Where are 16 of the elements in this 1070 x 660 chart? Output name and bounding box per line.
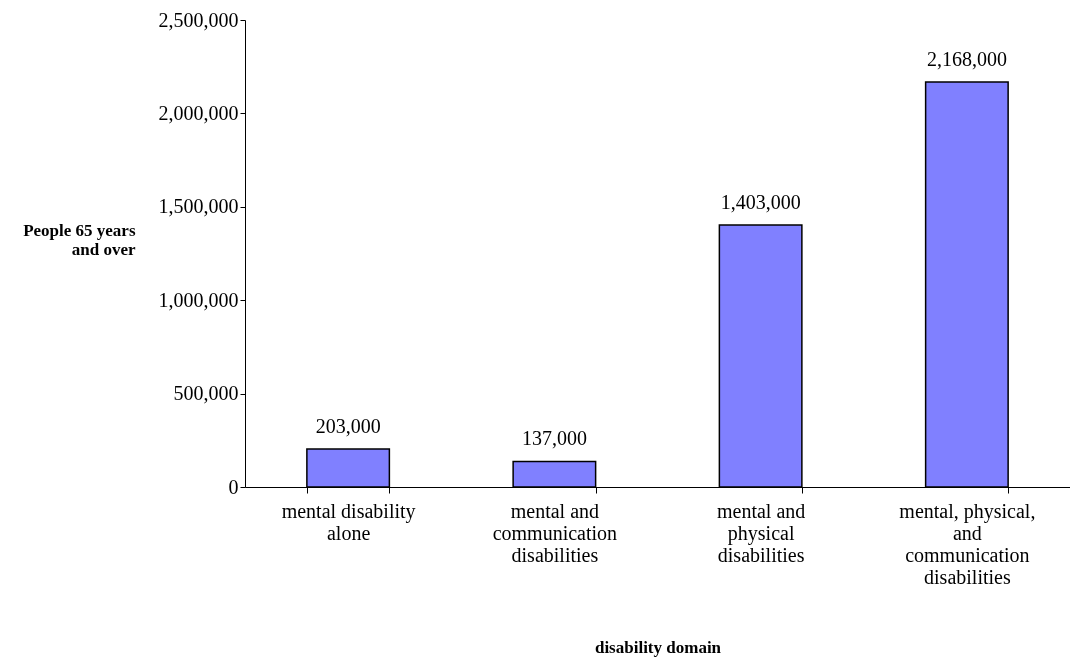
data-label: 137,000 bbox=[521, 427, 587, 450]
y-tick-label: 2,500,000 bbox=[158, 8, 239, 31]
x-tick-label: mental and physical disabilities bbox=[716, 499, 806, 566]
y-tick-label: 500,000 bbox=[173, 382, 239, 405]
y-axis-title: People 65 years and over bbox=[23, 220, 136, 259]
y-tick-label: 1,000,000 bbox=[158, 288, 239, 311]
x-tick-label: mental, physical, and communication disabilities bbox=[899, 499, 1036, 588]
data-label: 1,403,000 bbox=[720, 190, 801, 213]
data-label: 2,168,000 bbox=[926, 48, 1007, 71]
x-tick-label: mental disability alone bbox=[281, 499, 416, 544]
y-tick-label: 2,000,000 bbox=[158, 101, 239, 124]
x-tick-label: mental and communication disabilities bbox=[492, 499, 618, 566]
data-label: 203,000 bbox=[315, 415, 381, 438]
x-axis-title: disability domain bbox=[594, 637, 722, 657]
y-tick-label: 0 bbox=[228, 475, 239, 498]
y-tick-label: 1,500,000 bbox=[158, 195, 239, 218]
